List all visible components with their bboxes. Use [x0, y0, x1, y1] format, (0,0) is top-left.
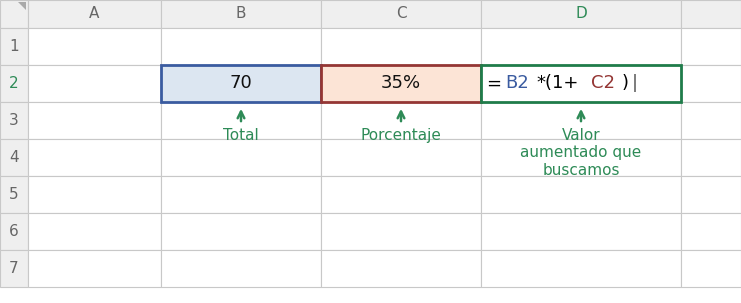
Bar	[161, 176, 321, 213]
Bar	[681, 139, 741, 176]
Bar	[161, 139, 321, 176]
Bar	[321, 250, 481, 287]
Text: C: C	[396, 6, 406, 22]
Bar	[161, 102, 321, 139]
Text: 35%: 35%	[381, 75, 421, 92]
Bar	[481, 213, 681, 250]
Bar	[681, 28, 741, 65]
Bar	[161, 28, 321, 65]
Bar	[0, 65, 28, 102]
Text: B2: B2	[505, 75, 529, 92]
Bar	[28, 139, 161, 176]
Bar	[321, 139, 481, 176]
Bar	[481, 0, 681, 28]
Bar	[161, 0, 321, 28]
Polygon shape	[18, 2, 26, 10]
Bar	[481, 28, 681, 65]
Bar	[0, 250, 28, 287]
Bar	[321, 176, 481, 213]
Bar	[481, 176, 681, 213]
Text: 7: 7	[9, 261, 19, 276]
Bar	[28, 102, 161, 139]
Bar	[161, 250, 321, 287]
Bar	[0, 0, 28, 28]
Text: Total: Total	[223, 128, 259, 143]
Text: Porcentaje: Porcentaje	[361, 128, 442, 143]
Bar	[321, 28, 481, 65]
Text: 5: 5	[9, 187, 19, 202]
Bar	[321, 102, 481, 139]
Bar	[681, 250, 741, 287]
Bar	[0, 28, 28, 65]
Bar	[28, 250, 161, 287]
Text: 4: 4	[9, 150, 19, 165]
Bar	[28, 65, 161, 102]
Bar	[481, 250, 681, 287]
Bar	[681, 0, 741, 28]
Bar	[161, 65, 321, 102]
Bar	[481, 65, 681, 102]
Bar	[481, 102, 681, 139]
Bar	[681, 65, 741, 102]
Bar	[28, 213, 161, 250]
Bar	[321, 0, 481, 28]
Text: C2: C2	[591, 75, 615, 92]
Bar	[321, 65, 481, 102]
Text: D: D	[575, 6, 587, 22]
Bar	[161, 213, 321, 250]
Text: *(1+: *(1+	[536, 75, 579, 92]
Bar	[321, 65, 481, 102]
Bar	[0, 139, 28, 176]
Text: 70: 70	[230, 75, 253, 92]
Text: 6: 6	[9, 224, 19, 239]
Text: Valor
aumentado que
buscamos: Valor aumentado que buscamos	[520, 128, 642, 178]
Text: A: A	[90, 6, 100, 22]
Bar	[481, 139, 681, 176]
Bar	[0, 102, 28, 139]
Text: =: =	[486, 75, 501, 92]
Bar	[681, 102, 741, 139]
Bar	[28, 0, 161, 28]
Bar	[681, 176, 741, 213]
Text: 1: 1	[9, 39, 19, 54]
Text: B: B	[236, 6, 246, 22]
Bar	[28, 176, 161, 213]
Text: |: |	[631, 75, 638, 92]
Text: ): )	[622, 75, 628, 92]
Bar	[0, 213, 28, 250]
Text: 3: 3	[9, 113, 19, 128]
Bar	[161, 65, 321, 102]
Text: 2: 2	[9, 76, 19, 91]
Bar	[0, 176, 28, 213]
Bar	[681, 213, 741, 250]
Bar	[481, 65, 681, 102]
Bar	[321, 213, 481, 250]
Bar	[28, 28, 161, 65]
